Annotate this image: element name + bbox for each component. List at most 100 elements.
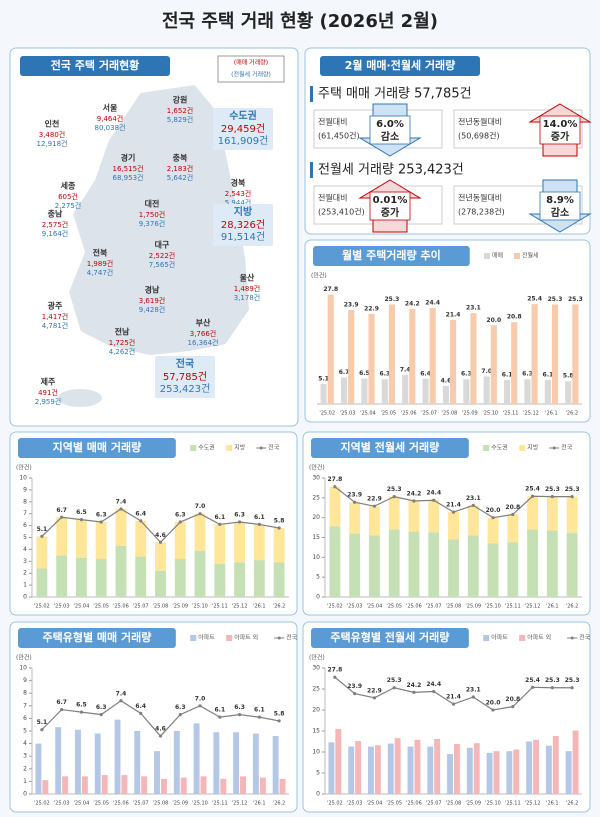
bar: [566, 532, 578, 597]
legend-label: 매매: [492, 252, 503, 260]
region-rent: 253,423건: [160, 383, 211, 395]
region-highlight: [213, 204, 273, 246]
y-tick-label: 10: [312, 749, 320, 756]
region-sale: 3,619건: [139, 296, 165, 305]
bar: [95, 558, 107, 597]
y-tick-label: 0: [23, 594, 27, 601]
bar: [565, 751, 572, 794]
bar: [101, 775, 108, 794]
data-label: 6.3: [234, 512, 245, 519]
region-name: 경남: [145, 285, 160, 295]
line-marker: [99, 713, 103, 717]
comparison-base: (278,238건): [458, 207, 505, 217]
region-sale: 3,480건: [39, 130, 65, 139]
x-tick-label: '25.03: [54, 604, 70, 610]
legend-label: 아파트: [198, 634, 215, 642]
region-name: 광주: [48, 301, 63, 311]
data-label: 6.3: [522, 371, 533, 378]
region-rent: 12,918건: [37, 139, 68, 148]
data-label: 21.4: [446, 502, 461, 509]
bar: [114, 719, 121, 794]
x-tick-label: '25.12: [525, 604, 541, 610]
line-marker: [139, 711, 143, 715]
data-label: 24.2: [407, 682, 422, 689]
data-label: 6.1: [254, 707, 265, 714]
data-label: 25.3: [387, 677, 402, 684]
x-tick-label: '25.10: [192, 604, 208, 610]
bar: [546, 496, 558, 531]
bar: [75, 519, 87, 558]
data-label: 6.5: [76, 702, 87, 709]
map-legend-rent: (전월세 거래량): [231, 71, 271, 79]
line-marker: [353, 692, 357, 696]
x-tick-label: '25.07: [421, 411, 437, 417]
comparison-label: 전월대비: [318, 117, 347, 127]
bar: [507, 542, 519, 597]
line-marker: [570, 686, 574, 690]
y-tick-label: 6: [23, 715, 27, 722]
line-marker: [40, 534, 44, 538]
bar: [174, 558, 186, 597]
y-tick-label: 10: [312, 554, 320, 561]
data-label: 5.1: [37, 719, 48, 726]
region-name: 제주: [41, 377, 56, 387]
region-name: 대구: [155, 240, 170, 250]
y-tick-label: 4: [23, 546, 27, 553]
data-label: 23.9: [347, 492, 362, 499]
data-label: 27.8: [327, 476, 342, 483]
chart-title-bg: [18, 628, 176, 648]
bar: [434, 738, 441, 794]
region-sale: 9,464건: [97, 114, 123, 123]
x-tick-label: '25.11: [503, 411, 519, 417]
bar: [388, 304, 395, 404]
data-label: 22.9: [367, 496, 382, 503]
data-label: 22.9: [367, 687, 382, 694]
line-marker: [392, 686, 396, 690]
line-marker: [139, 519, 143, 523]
line-marker: [237, 713, 242, 717]
x-tick-label: '25.02: [327, 801, 343, 807]
region-rent: 91,514건: [221, 231, 265, 243]
data-label: 5.8: [274, 517, 285, 524]
bar: [361, 378, 368, 404]
data-label: 6.3: [234, 704, 245, 711]
x-tick-label: '26.2: [566, 801, 579, 807]
bar: [511, 322, 518, 404]
data-label: 25.4: [525, 486, 540, 493]
bar: [487, 517, 499, 544]
x-tick-label: '25.05: [386, 604, 402, 610]
data-label: 23.1: [466, 686, 481, 693]
line-marker: [198, 704, 202, 708]
line-marker: [158, 734, 163, 738]
y-tick-label: 5: [23, 534, 27, 541]
region-rent: 4,747건: [87, 268, 113, 277]
line-marker: [333, 485, 337, 489]
change-direction: 감소: [551, 207, 569, 219]
region-sale: 491건: [38, 388, 58, 397]
line-marker: [491, 516, 495, 520]
region-name: 전남: [115, 327, 130, 337]
region-rent: 16,364건: [188, 338, 219, 347]
legend-label: 전국: [579, 634, 591, 642]
line-marker: [277, 526, 281, 530]
bar: [194, 513, 206, 551]
y-tick-label: 2: [23, 765, 27, 772]
data-label: 25.3: [568, 296, 583, 303]
data-label: 5.1: [318, 375, 329, 382]
bar: [320, 383, 327, 404]
bar: [402, 374, 409, 404]
data-label: 6.4: [135, 510, 146, 517]
unit-label: (만건): [309, 654, 325, 662]
bar: [407, 746, 414, 794]
region-rent: 2,959건: [35, 397, 61, 406]
line-marker: [277, 719, 281, 723]
bar: [467, 535, 479, 597]
change-box: [369, 115, 411, 145]
bar: [272, 736, 279, 794]
data-label: 20.0: [486, 700, 501, 707]
region-name: 충북: [173, 153, 188, 163]
bar: [422, 378, 429, 404]
bar: [95, 522, 107, 559]
legend-marker: [570, 636, 574, 640]
x-tick-label: '25.02: [327, 604, 343, 610]
